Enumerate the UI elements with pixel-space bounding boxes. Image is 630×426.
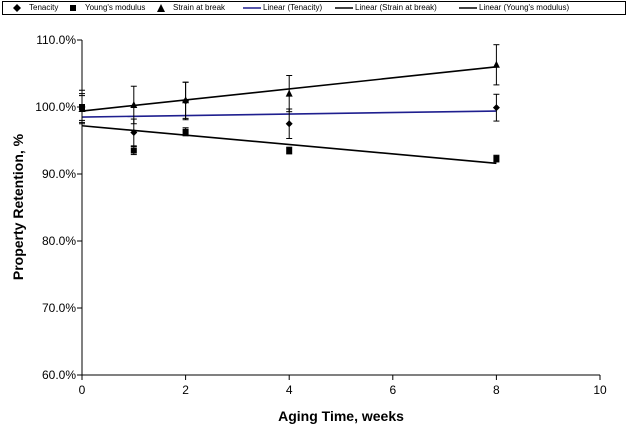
x-tick-label: 10: [593, 383, 607, 397]
blue-line-icon: [243, 7, 261, 9]
y-tick-label: 100.0%: [35, 100, 76, 114]
data-point-square: [286, 147, 293, 154]
legend-label: Tenacity: [29, 3, 59, 12]
x-tick-label: 4: [286, 383, 293, 397]
data-point-square: [182, 128, 189, 135]
x-axis-title: Aging Time, weeks: [278, 408, 404, 424]
trendline: [81, 124, 497, 165]
x-tick-label: 6: [389, 383, 396, 397]
data-point-square: [493, 155, 500, 162]
legend-label: Linear (Strain at break): [355, 3, 437, 12]
legend-label: Strain at break: [173, 3, 226, 12]
y-tick-label: 80.0%: [42, 234, 76, 248]
data-point-square: [130, 147, 137, 154]
diamond-marker-icon: [13, 4, 21, 12]
y-tick-label: 70.0%: [42, 301, 76, 315]
x-tick-label: 0: [79, 383, 86, 397]
legend-label: Young's modulus: [85, 3, 146, 12]
legend-label: Linear (Tenacity): [263, 3, 323, 12]
data-point-triangle: [285, 89, 293, 97]
y-tick-label: 60.0%: [42, 368, 76, 382]
chart-legend: Tenacity Young's modulus Strain at break…: [2, 1, 626, 15]
data-point-triangle: [130, 100, 138, 108]
square-marker-icon: [70, 5, 76, 11]
data-point-triangle: [492, 60, 500, 68]
data-point-diamond: [285, 120, 293, 128]
data-marks: [78, 44, 500, 163]
x-tick-label: 2: [182, 383, 189, 397]
y-axis-title: Property Retention, %: [10, 133, 26, 280]
x-tick-label: 8: [493, 383, 500, 397]
triangle-marker-icon: [157, 4, 165, 12]
data-point-triangle: [182, 96, 190, 104]
y-tick-label: 90.0%: [42, 167, 76, 181]
chart-axes: 60.0% 70.0% 80.0% 90.0% 100.0% 110.0% 0 2 4 6 8 10: [35, 33, 607, 397]
data-point-diamond: [130, 128, 138, 136]
black-line-icon: [335, 7, 353, 9]
y-tick-label: 110.0%: [36, 33, 76, 47]
data-point-diamond: [492, 104, 500, 112]
black-line-icon: [459, 7, 477, 9]
data-point-triangle: [78, 105, 86, 113]
legend-label: Linear (Young's modulus): [479, 3, 570, 12]
